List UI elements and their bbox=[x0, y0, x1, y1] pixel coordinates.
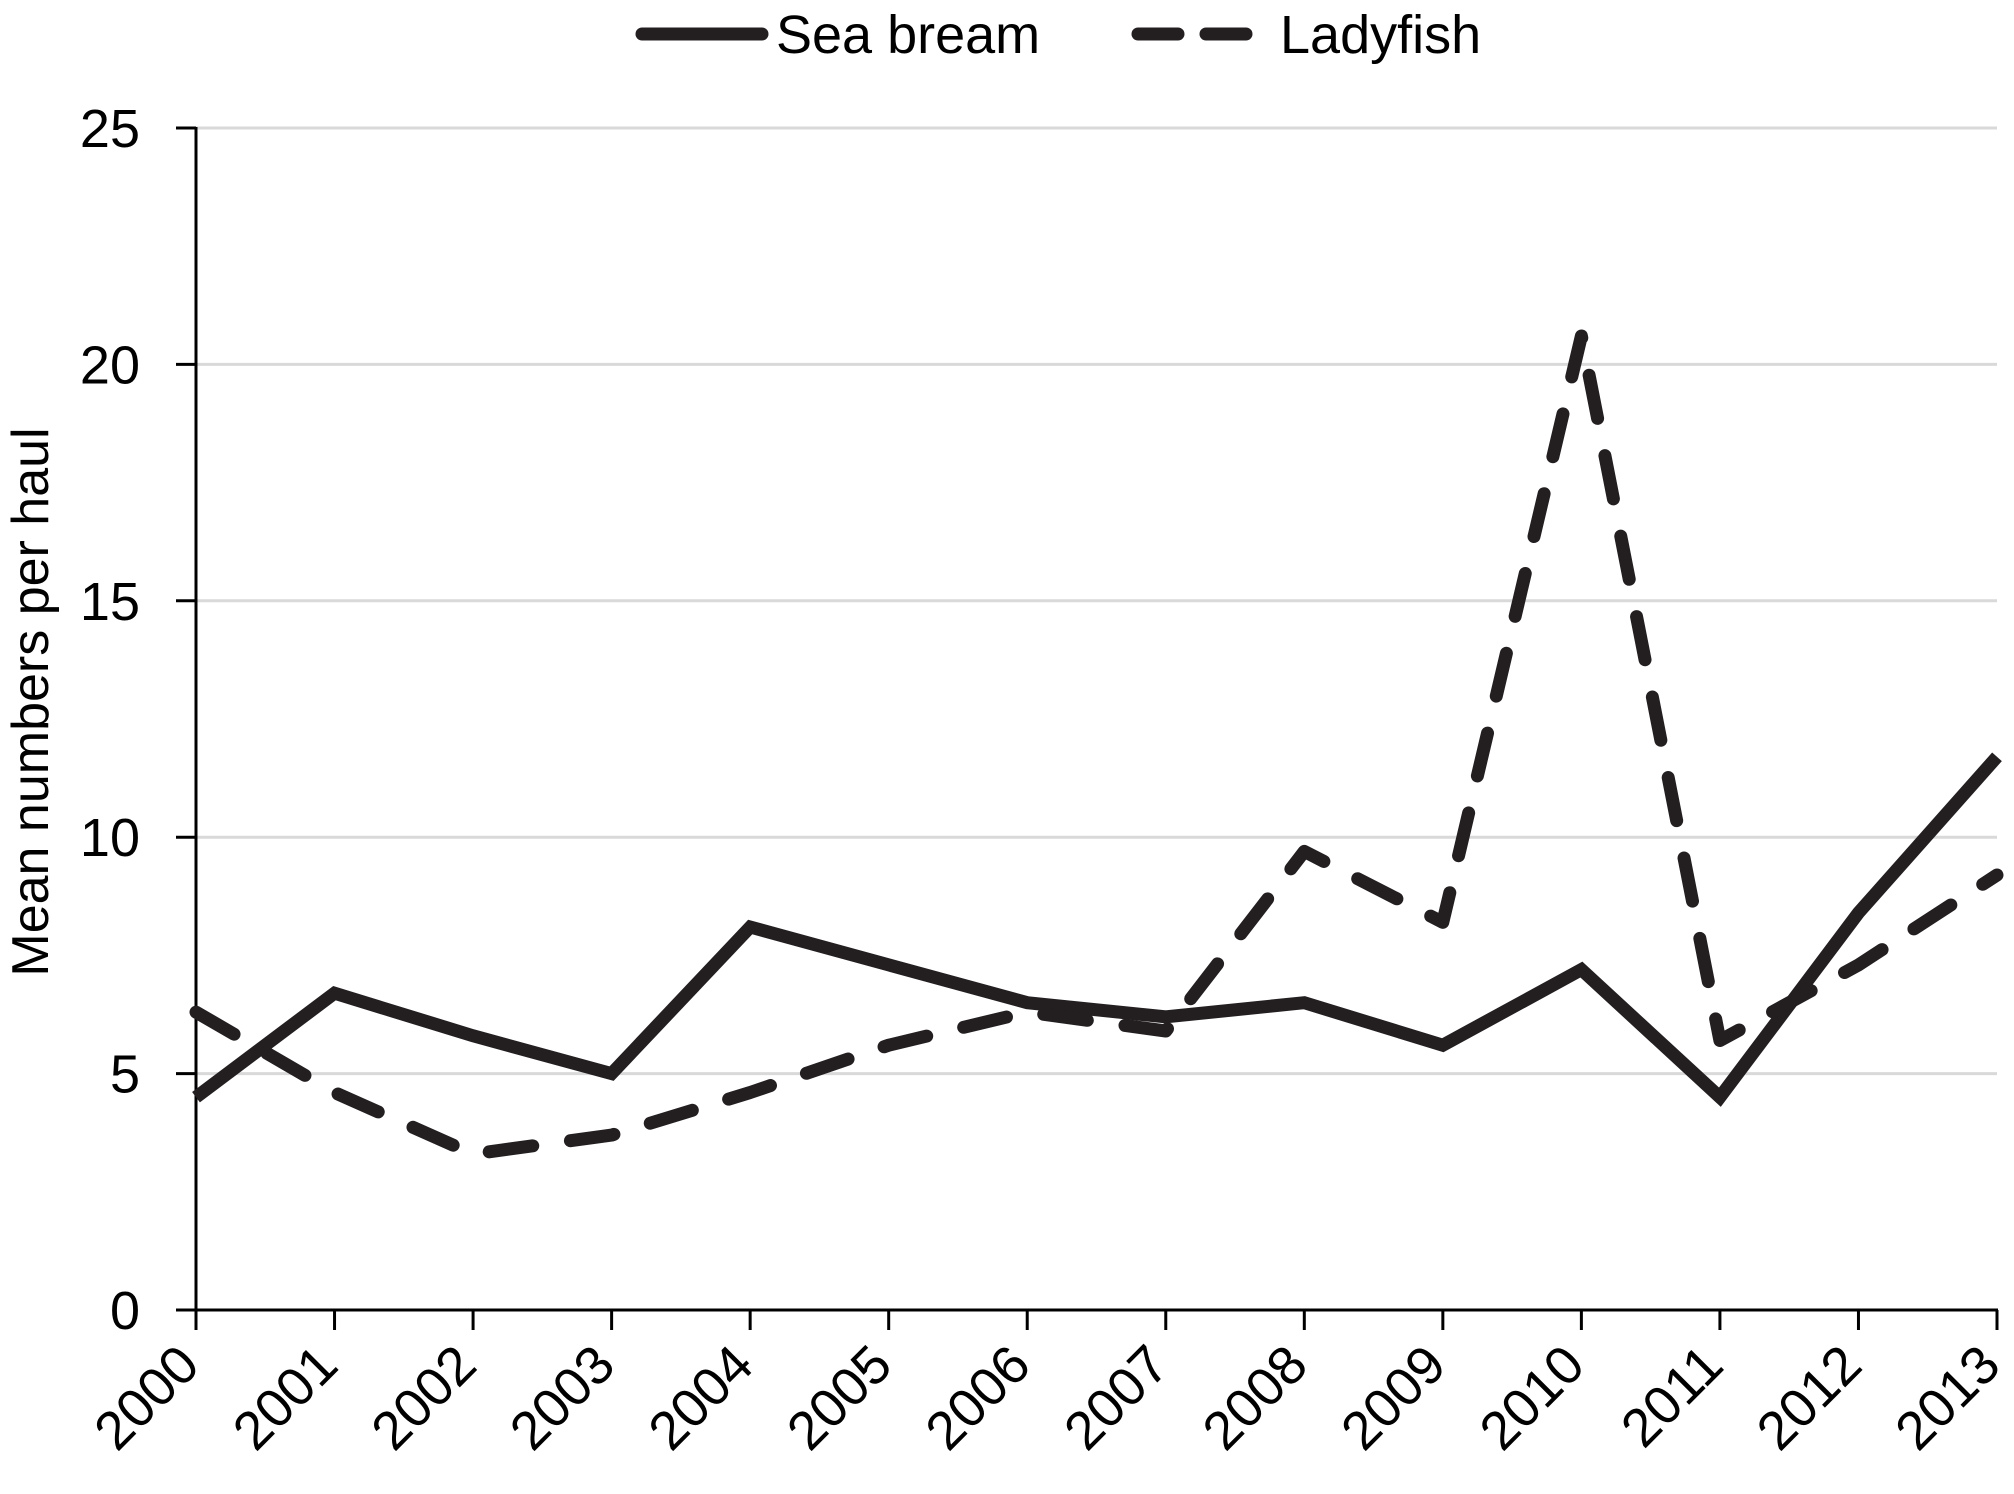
y-tick-label: 20 bbox=[80, 335, 140, 395]
x-tick-label: 2007 bbox=[1053, 1334, 1180, 1461]
x-tick-label: 2009 bbox=[1330, 1334, 1457, 1461]
y-tick-label: 0 bbox=[110, 1281, 140, 1341]
y-axis: 0 5 10 15 20 25 bbox=[80, 99, 198, 1341]
legend-label-ladyfish: Ladyfish bbox=[1280, 5, 1481, 65]
x-tick-label: 2010 bbox=[1468, 1334, 1595, 1461]
series-line-sea-bream bbox=[192, 752, 2002, 1107]
x-tick-label: 2001 bbox=[222, 1334, 349, 1461]
legend-label-sea-bream: Sea bream bbox=[776, 5, 1040, 65]
y-tick-label: 15 bbox=[80, 572, 140, 632]
x-tick-label: 2005 bbox=[776, 1334, 903, 1461]
x-tick-label: 2000 bbox=[83, 1334, 210, 1461]
series-line-ladyfish bbox=[189, 329, 2004, 1161]
y-axis-title: Mean numbers per haul bbox=[2, 427, 60, 976]
x-tick-label: 2011 bbox=[1610, 1334, 1735, 1459]
x-tick-label: 2012 bbox=[1746, 1334, 1873, 1461]
x-tick-label: 2004 bbox=[637, 1334, 764, 1461]
legend: Sea bream Ladyfish bbox=[635, 5, 1481, 65]
y-tick-label: 5 bbox=[110, 1045, 140, 1105]
y-tick-label: 10 bbox=[80, 808, 140, 868]
x-tick-label: 2008 bbox=[1191, 1334, 1318, 1461]
gridlines bbox=[196, 126, 1997, 1076]
data-series bbox=[189, 329, 2004, 1161]
x-tick-label: 2002 bbox=[360, 1334, 487, 1461]
x-tick-label: 2006 bbox=[914, 1334, 1041, 1461]
x-axis: 2000 2001 2002 2003 2004 2005 2006 2007 2008 2009… bbox=[83, 1308, 2011, 1461]
legend-item-ladyfish: Ladyfish bbox=[1131, 5, 1481, 65]
y-tick-label: 25 bbox=[80, 99, 140, 159]
x-tick-label: 2003 bbox=[499, 1334, 626, 1461]
x-tick-label: 2013 bbox=[1884, 1334, 2011, 1461]
legend-item-sea-bream: Sea bream bbox=[635, 5, 1040, 65]
